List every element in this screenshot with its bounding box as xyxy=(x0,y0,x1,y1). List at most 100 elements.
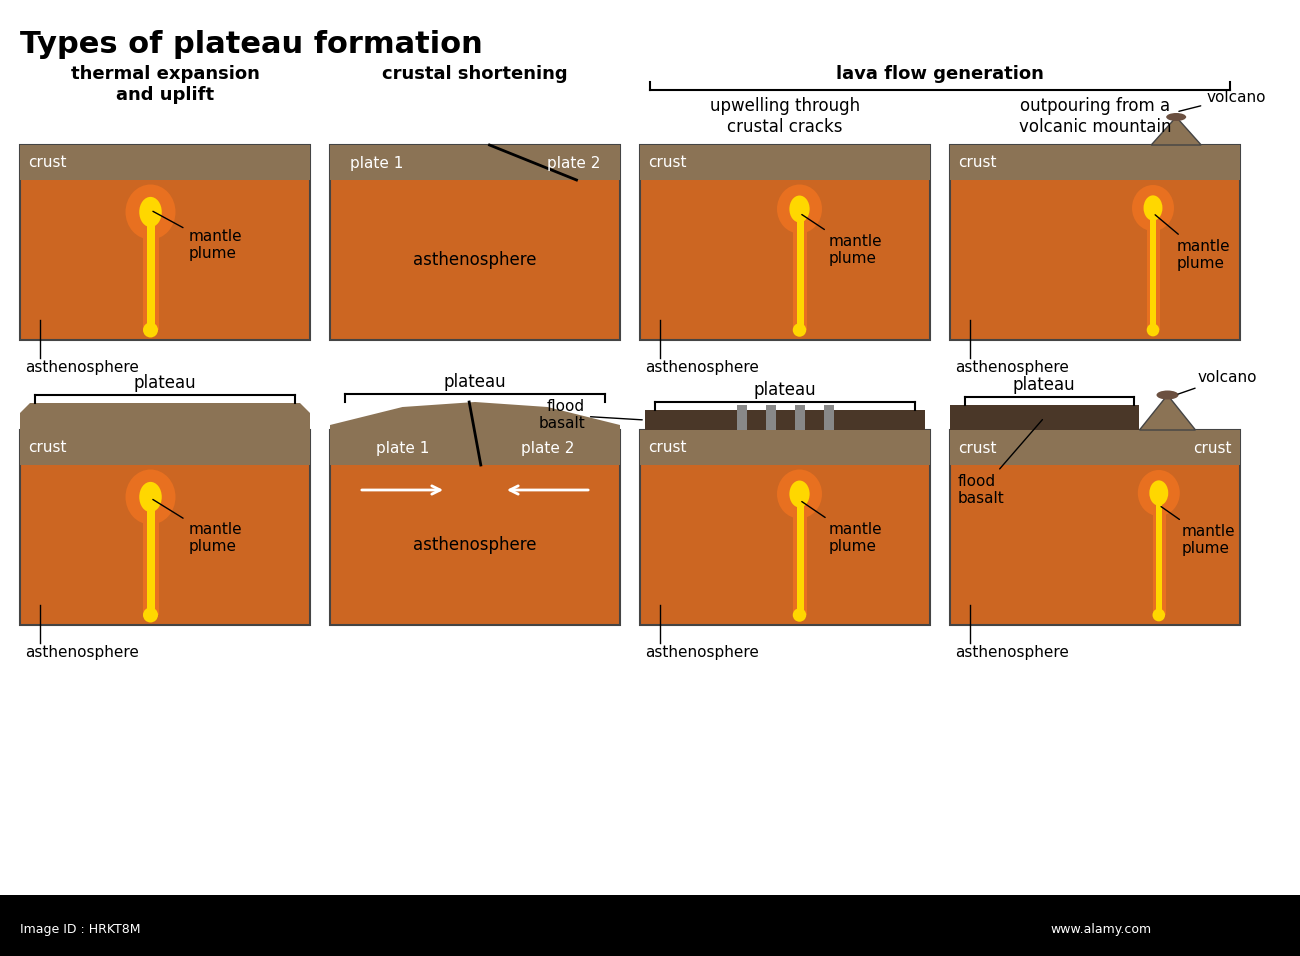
Bar xyxy=(0,895,1300,956)
Text: plateau: plateau xyxy=(754,381,816,399)
Bar xyxy=(330,145,620,180)
Polygon shape xyxy=(330,402,620,430)
Bar xyxy=(950,405,1139,430)
Text: crust: crust xyxy=(958,441,997,455)
Bar xyxy=(797,494,803,610)
Bar xyxy=(793,209,806,330)
Text: plate 1: plate 1 xyxy=(350,156,403,170)
Ellipse shape xyxy=(1132,185,1174,231)
Bar xyxy=(147,212,155,325)
Bar xyxy=(1147,208,1160,330)
Bar xyxy=(143,497,159,615)
Bar xyxy=(330,145,620,340)
Text: plateau: plateau xyxy=(1013,376,1075,394)
Text: volcano: volcano xyxy=(1178,370,1257,394)
Text: crust: crust xyxy=(647,155,686,170)
Text: asthenosphere: asthenosphere xyxy=(25,645,139,660)
Text: plate 2: plate 2 xyxy=(521,441,575,455)
Ellipse shape xyxy=(789,481,810,508)
Ellipse shape xyxy=(1149,480,1169,506)
Bar xyxy=(640,145,930,340)
Bar xyxy=(640,430,930,625)
Ellipse shape xyxy=(1138,470,1180,516)
Text: crust: crust xyxy=(1193,441,1232,455)
Bar xyxy=(640,145,930,180)
Bar xyxy=(20,430,309,625)
Text: lava flow generation: lava flow generation xyxy=(836,65,1044,83)
Ellipse shape xyxy=(139,482,161,512)
Bar xyxy=(950,430,1240,465)
Text: asthenosphere: asthenosphere xyxy=(645,645,759,660)
Text: mantle
plume: mantle plume xyxy=(153,211,242,261)
Bar xyxy=(640,430,930,465)
Bar xyxy=(1150,208,1156,325)
Bar xyxy=(147,497,155,610)
Bar xyxy=(950,145,1240,340)
Bar xyxy=(1156,493,1162,610)
Ellipse shape xyxy=(1166,113,1186,121)
Text: crust: crust xyxy=(958,155,997,170)
Text: crust: crust xyxy=(647,440,686,455)
Ellipse shape xyxy=(143,322,159,337)
Ellipse shape xyxy=(777,469,822,518)
Text: crustal shortening: crustal shortening xyxy=(382,65,568,83)
Text: plateau: plateau xyxy=(443,373,506,391)
Bar xyxy=(1153,493,1166,615)
Text: Types of plateau formation: Types of plateau formation xyxy=(20,30,482,59)
Text: flood
basalt: flood basalt xyxy=(538,399,642,431)
Ellipse shape xyxy=(126,469,176,525)
Text: mantle
plume: mantle plume xyxy=(1156,215,1230,272)
Text: asthenosphere: asthenosphere xyxy=(645,360,759,375)
Bar xyxy=(823,405,833,430)
Bar xyxy=(330,430,620,465)
Text: plate 2: plate 2 xyxy=(546,156,601,170)
Bar xyxy=(20,145,309,340)
Text: asthenosphere: asthenosphere xyxy=(956,360,1069,375)
Text: mantle
plume: mantle plume xyxy=(1161,507,1235,556)
Bar xyxy=(766,405,776,430)
Text: asthenosphere: asthenosphere xyxy=(413,251,537,269)
Bar xyxy=(737,405,746,430)
Ellipse shape xyxy=(126,185,176,240)
Ellipse shape xyxy=(1144,195,1162,221)
Text: asthenosphere: asthenosphere xyxy=(413,536,537,554)
Text: mantle
plume: mantle plume xyxy=(802,214,883,266)
Ellipse shape xyxy=(793,323,806,337)
Bar xyxy=(143,212,159,330)
Text: outpouring from a
volcanic mountain: outpouring from a volcanic mountain xyxy=(1019,97,1171,136)
Text: plate 1: plate 1 xyxy=(376,441,429,455)
Text: crust: crust xyxy=(29,155,66,170)
Text: flood
basalt: flood basalt xyxy=(958,420,1043,506)
Bar xyxy=(797,209,803,325)
Polygon shape xyxy=(20,403,309,430)
Ellipse shape xyxy=(777,185,822,233)
Polygon shape xyxy=(1140,395,1196,430)
Text: thermal expansion
and uplift: thermal expansion and uplift xyxy=(70,65,260,104)
Ellipse shape xyxy=(793,608,806,621)
Text: mantle
plume: mantle plume xyxy=(153,499,242,554)
Text: plateau: plateau xyxy=(134,374,196,392)
Bar xyxy=(20,430,309,465)
Ellipse shape xyxy=(1147,324,1160,337)
Text: crust: crust xyxy=(29,440,66,455)
Bar xyxy=(950,145,1240,180)
Ellipse shape xyxy=(1153,609,1165,621)
Text: upwelling through
crustal cracks: upwelling through crustal cracks xyxy=(710,97,861,136)
Bar xyxy=(645,410,926,430)
Text: volcano: volcano xyxy=(1179,90,1266,111)
Polygon shape xyxy=(1152,117,1201,145)
Bar xyxy=(794,405,805,430)
Bar xyxy=(793,494,806,615)
Ellipse shape xyxy=(139,197,161,228)
Text: mantle
plume: mantle plume xyxy=(802,502,883,554)
Ellipse shape xyxy=(789,196,810,223)
Ellipse shape xyxy=(143,607,159,622)
Ellipse shape xyxy=(1157,390,1179,400)
Text: www.alamy.com: www.alamy.com xyxy=(1050,923,1150,937)
Bar xyxy=(950,430,1240,625)
Bar xyxy=(330,430,620,625)
Text: Image ID : HRKT8M: Image ID : HRKT8M xyxy=(20,923,140,937)
Bar xyxy=(20,145,309,180)
Text: asthenosphere: asthenosphere xyxy=(25,360,139,375)
Text: asthenosphere: asthenosphere xyxy=(956,645,1069,660)
